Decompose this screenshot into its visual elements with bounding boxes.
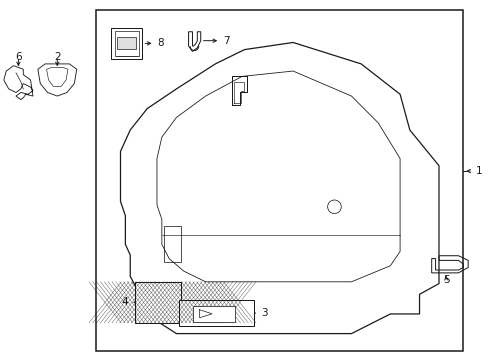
Text: 6: 6	[15, 52, 21, 62]
Bar	[193, 306, 234, 322]
Bar	[135, 282, 181, 323]
Bar	[111, 28, 142, 59]
Bar	[96, 10, 462, 351]
Text: 1: 1	[474, 166, 481, 176]
Bar	[179, 300, 254, 327]
Text: 3: 3	[261, 308, 267, 318]
Text: 2: 2	[54, 52, 61, 62]
Text: 5: 5	[442, 275, 448, 285]
Text: 4: 4	[121, 297, 127, 307]
Bar	[115, 31, 138, 56]
Text: 7: 7	[222, 36, 229, 46]
Bar	[117, 37, 136, 49]
Text: 8: 8	[157, 39, 163, 48]
